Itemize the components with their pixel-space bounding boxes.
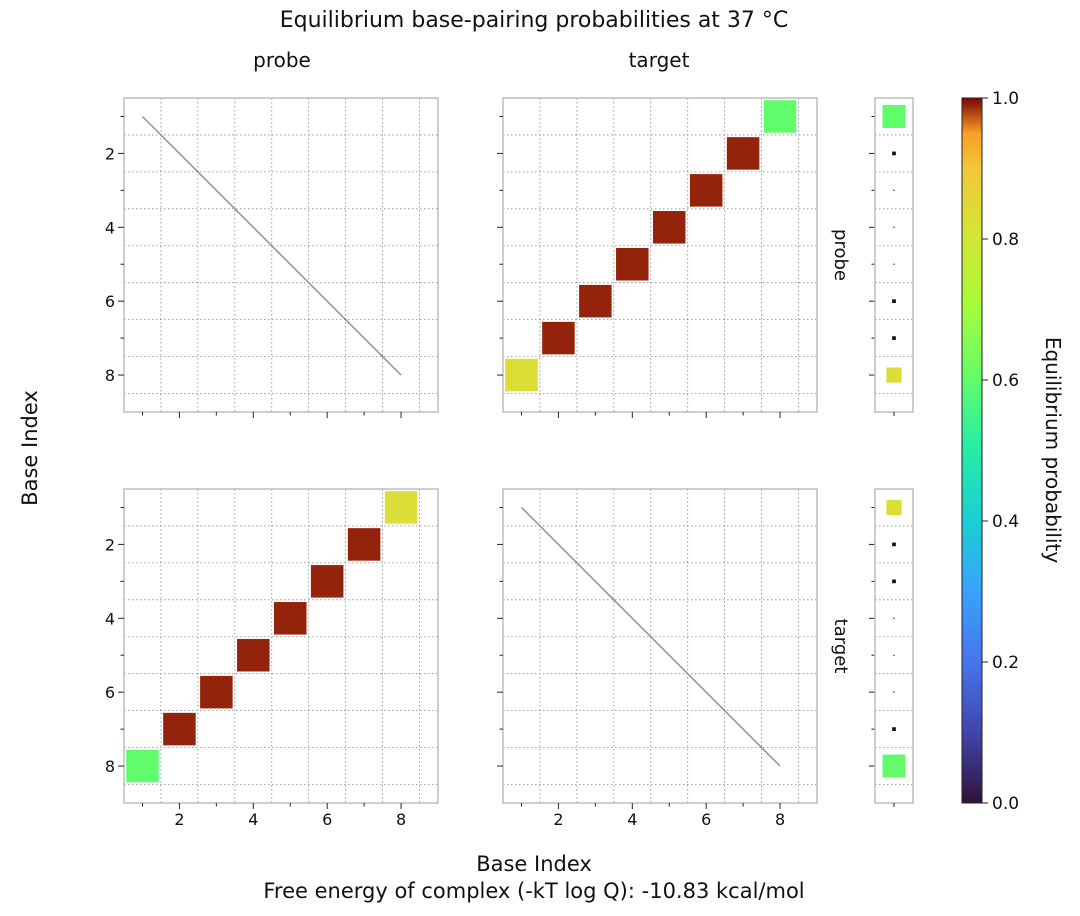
pair-cell bbox=[652, 211, 686, 244]
pair-cell bbox=[616, 247, 649, 281]
colorbar-tick-label: 0.4 bbox=[992, 512, 1019, 532]
panel-probe-target bbox=[497, 97, 818, 418]
chart-title: Equilibrium base-pairing probabilities a… bbox=[280, 8, 789, 33]
unpaired-cell bbox=[893, 189, 895, 191]
unpaired-cell bbox=[892, 727, 896, 731]
pair-cell bbox=[384, 491, 418, 524]
colorbar bbox=[961, 97, 983, 804]
colorbar-tick-label: 0.0 bbox=[992, 794, 1019, 814]
y-tick-label: 8 bbox=[105, 366, 115, 385]
heatmap-panels: 2 4 6 8 2 4 6 8 2 4 6 8 2 4 6 8 bbox=[105, 97, 914, 829]
pair-cell bbox=[163, 712, 196, 746]
pair-cell bbox=[310, 565, 344, 598]
unpaired-column-probe bbox=[869, 97, 914, 416]
pair-cell bbox=[689, 174, 723, 207]
panel-frame bbox=[123, 97, 439, 413]
y-tick-label: 6 bbox=[105, 683, 115, 702]
pair-cell bbox=[505, 358, 538, 392]
x-tick-label: 4 bbox=[627, 810, 637, 829]
pair-cell bbox=[273, 602, 307, 635]
x-tick-label: 2 bbox=[553, 810, 563, 829]
unpaired-cell bbox=[886, 367, 902, 383]
x-tick-label: 4 bbox=[248, 810, 258, 829]
colorbar-tick-label: 1.0 bbox=[992, 89, 1019, 109]
free-energy-footer: Free energy of complex (-kT log Q): -10.… bbox=[263, 879, 804, 903]
pair-cell bbox=[579, 284, 612, 318]
x-axis-label: Base Index bbox=[476, 852, 592, 876]
colorbar-tick-label: 0.8 bbox=[992, 230, 1019, 250]
unpaired-cell bbox=[892, 542, 896, 547]
unpaired-cell bbox=[893, 263, 895, 265]
y-tick-label: 8 bbox=[105, 757, 115, 776]
x-tick-label: 2 bbox=[174, 810, 184, 829]
unpaired-cell bbox=[886, 499, 902, 516]
unpaired-cell bbox=[892, 151, 896, 156]
self-diagonal-line bbox=[141, 115, 402, 376]
self-diagonal-line bbox=[520, 506, 781, 767]
pair-cell bbox=[126, 749, 159, 783]
row-label-probe: probe bbox=[830, 229, 851, 281]
row-label-target: target bbox=[830, 619, 851, 674]
panel-target-probe: 2 4 6 8 2 4 6 8 bbox=[105, 488, 439, 829]
pair-cell bbox=[542, 321, 575, 355]
colorbar-tick-label: 0.2 bbox=[992, 653, 1019, 673]
unpaired-column-target bbox=[869, 488, 914, 807]
x-tick-label: 6 bbox=[322, 810, 332, 829]
colorbar-label: Equilibrium probability bbox=[1041, 337, 1065, 564]
unpaired-cell bbox=[892, 579, 896, 584]
panel-frame bbox=[502, 97, 818, 413]
y-tick-label: 4 bbox=[105, 218, 115, 237]
panel-probe-probe: 2 4 6 8 bbox=[105, 97, 439, 418]
colorbar-tick-label: 0.6 bbox=[992, 371, 1019, 391]
x-tick-label: 8 bbox=[775, 810, 785, 829]
y-tick-label: 2 bbox=[105, 535, 115, 554]
column-label-target: target bbox=[629, 48, 690, 72]
unpaired-cell bbox=[892, 299, 896, 304]
pair-cell bbox=[237, 638, 270, 672]
unpaired-frame bbox=[874, 97, 914, 413]
panel-frame bbox=[502, 488, 818, 804]
colorbar-ticks: 0.0 0.2 0.4 0.6 0.8 1.0 bbox=[982, 89, 1019, 814]
pair-cell bbox=[347, 528, 381, 561]
x-tick-label: 6 bbox=[701, 810, 711, 829]
unpaired-cell bbox=[893, 654, 895, 656]
pair-cell bbox=[726, 137, 760, 170]
unpaired-cell bbox=[882, 105, 906, 128]
y-tick-label: 6 bbox=[105, 292, 115, 311]
unpaired-cell bbox=[893, 691, 895, 693]
x-tick-label: 8 bbox=[396, 810, 406, 829]
unpaired-cell bbox=[893, 617, 895, 619]
unpaired-cell bbox=[892, 336, 896, 340]
unpaired-cell bbox=[882, 754, 906, 778]
y-tick-label: 4 bbox=[105, 609, 115, 628]
pair-cell bbox=[200, 675, 233, 709]
pair-cell bbox=[763, 100, 797, 133]
panel-target-target: 2 4 6 8 bbox=[497, 488, 818, 829]
y-tick-label: 2 bbox=[105, 144, 115, 163]
unpaired-cell bbox=[893, 226, 895, 228]
panel-frame bbox=[123, 488, 439, 804]
column-label-probe: probe bbox=[253, 48, 311, 72]
y-axis-label: Base Index bbox=[18, 390, 42, 506]
